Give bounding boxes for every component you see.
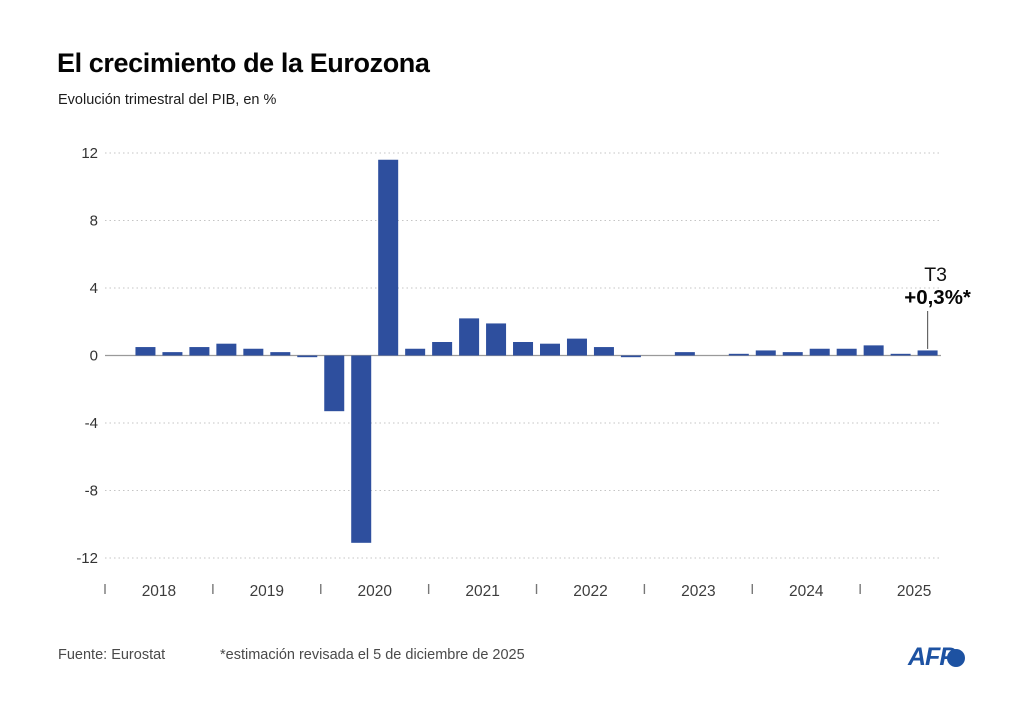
chart-title: El crecimiento de la Eurozona bbox=[57, 48, 430, 78]
bar bbox=[486, 323, 507, 356]
bar bbox=[890, 353, 911, 356]
revision-note: *estimación revisada el 5 de diciembre d… bbox=[220, 647, 525, 663]
bar bbox=[405, 348, 426, 356]
bar bbox=[566, 338, 587, 356]
bar bbox=[243, 348, 264, 356]
x-axis-year-label: 2022 bbox=[573, 583, 607, 600]
annotation-value-label: +0,3%* bbox=[904, 286, 971, 309]
x-axis-year-label: 2025 bbox=[897, 583, 931, 600]
bar bbox=[513, 342, 534, 356]
bar bbox=[189, 347, 210, 356]
bar bbox=[432, 342, 453, 356]
y-axis-label: 8 bbox=[90, 213, 98, 230]
bar bbox=[378, 159, 399, 356]
x-axis-year-label: 2021 bbox=[465, 583, 499, 600]
bar bbox=[324, 355, 345, 412]
x-axis-year-label: 2019 bbox=[250, 583, 284, 600]
bar bbox=[674, 352, 695, 356]
bar bbox=[297, 355, 318, 358]
bar bbox=[836, 348, 857, 356]
y-axis-label: 12 bbox=[81, 145, 98, 162]
chart-subtitle: Evolución trimestral del PIB, en % bbox=[58, 92, 277, 108]
bar bbox=[459, 318, 480, 356]
x-axis-year-label: 2020 bbox=[357, 583, 392, 600]
bar bbox=[863, 345, 884, 356]
bar bbox=[782, 352, 803, 356]
bar bbox=[162, 352, 183, 356]
y-axis-label: -8 bbox=[85, 483, 98, 500]
afp-logo-circle-icon bbox=[947, 649, 965, 667]
bar bbox=[540, 343, 561, 356]
x-axis-year-label: 2023 bbox=[681, 583, 715, 600]
x-axis-year-label: 2018 bbox=[142, 583, 176, 600]
y-axis-label: 0 bbox=[90, 348, 98, 365]
bar bbox=[728, 353, 749, 356]
bar bbox=[216, 343, 237, 356]
y-axis-label: -4 bbox=[85, 415, 98, 432]
x-axis-year-label: 2024 bbox=[789, 583, 824, 600]
bar bbox=[755, 350, 776, 356]
source-label: Fuente: Eurostat bbox=[58, 647, 166, 663]
bar bbox=[593, 347, 614, 356]
y-axis-label: -12 bbox=[76, 550, 98, 567]
bar bbox=[135, 347, 156, 356]
bar bbox=[351, 355, 372, 543]
bar bbox=[809, 348, 830, 356]
y-axis-label: 4 bbox=[90, 280, 98, 297]
annotation-quarter-label: T3 bbox=[924, 264, 947, 286]
bar bbox=[620, 355, 641, 358]
bar bbox=[917, 350, 938, 356]
bar bbox=[270, 352, 291, 356]
